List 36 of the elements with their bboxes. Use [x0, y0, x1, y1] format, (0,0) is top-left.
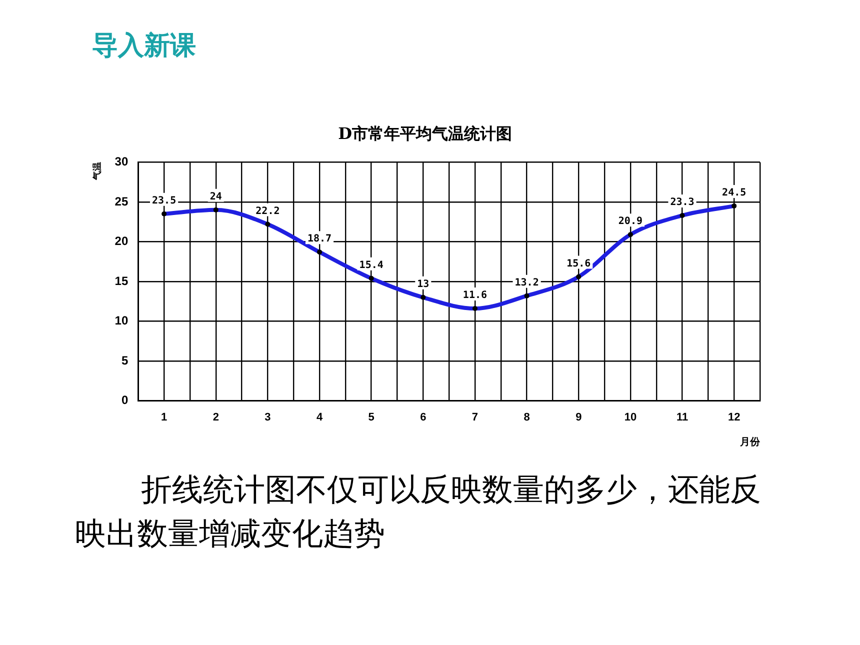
data-label: 13.2 [514, 277, 539, 288]
data-label: 23.3 [670, 197, 694, 208]
text: 导入新课 [92, 30, 196, 63]
x-tick-label: 2 [212, 411, 219, 424]
x-tick-label: 3 [264, 411, 271, 424]
x-tick-label: 7 [472, 411, 478, 424]
x-tick-label: 9 [576, 411, 582, 424]
data-label: 24.5 [722, 188, 746, 199]
data-label: 24 [210, 192, 222, 203]
y-tick-label: 25 [114, 194, 128, 208]
y-tick-label: 5 [121, 353, 128, 368]
data-label: 22.2 [256, 206, 280, 217]
y-tick-label: 0 [121, 393, 128, 408]
x-axis-title: 月份 [739, 436, 761, 448]
data-label: 15.6 [566, 258, 591, 270]
y-tick-label: 10 [114, 314, 128, 328]
data-label: 15.4 [359, 260, 384, 271]
y-tick-label: 20 [114, 234, 128, 248]
x-tick-label: 5 [368, 411, 374, 424]
x-tick-label: 6 [420, 411, 426, 424]
y-tick-label: 15 [114, 274, 128, 288]
data-label: 20.9 [618, 216, 642, 228]
chart-title: D市常年平均气温统计图 [338, 124, 512, 143]
data-label: 11.6 [462, 290, 488, 302]
data-label: 13 [417, 279, 430, 290]
data-label: 23.5 [152, 195, 176, 206]
x-tick-label: 4 [316, 411, 324, 424]
x-tick-label: 1 [160, 411, 168, 424]
x-tick-label: 8 [524, 411, 530, 424]
y-tick-label: 30 [114, 154, 128, 169]
data-label: 18.7 [307, 234, 332, 245]
x-tick-label: 10 [624, 411, 637, 424]
y-axis-title: 气温 [92, 162, 102, 182]
x-tick-label: 12 [728, 411, 740, 424]
x-tick-label: 11 [676, 411, 688, 424]
text: 折线统计图不仅可以反映数量的多少，还能反映出数量增减变化趋势 [75, 471, 762, 554]
